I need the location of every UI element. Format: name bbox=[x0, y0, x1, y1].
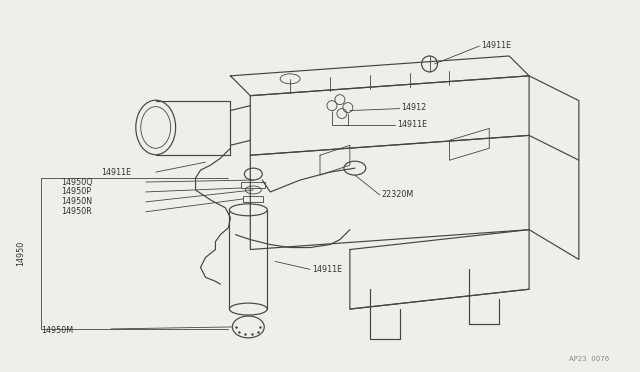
Text: 14912: 14912 bbox=[402, 103, 427, 112]
Text: 14950R: 14950R bbox=[61, 207, 92, 216]
Bar bbox=[243, 196, 263, 202]
Text: 14911E: 14911E bbox=[397, 120, 427, 129]
Text: 14950M: 14950M bbox=[41, 326, 74, 336]
Text: 14950Q: 14950Q bbox=[61, 177, 93, 186]
Text: AP23  0076: AP23 0076 bbox=[569, 356, 609, 362]
Text: 14911E: 14911E bbox=[481, 41, 511, 49]
Text: 22320M: 22320M bbox=[381, 190, 414, 199]
Text: 14950N: 14950N bbox=[61, 198, 92, 206]
Text: 14950: 14950 bbox=[17, 241, 26, 266]
Bar bbox=[241, 182, 265, 188]
Text: 14911E: 14911E bbox=[101, 168, 131, 177]
Text: 14950P: 14950P bbox=[61, 187, 91, 196]
Text: 14911E: 14911E bbox=[312, 265, 342, 274]
